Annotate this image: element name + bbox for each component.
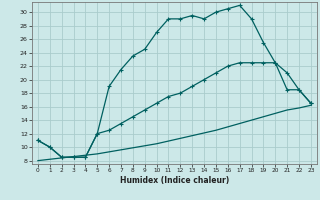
X-axis label: Humidex (Indice chaleur): Humidex (Indice chaleur) [120, 176, 229, 185]
